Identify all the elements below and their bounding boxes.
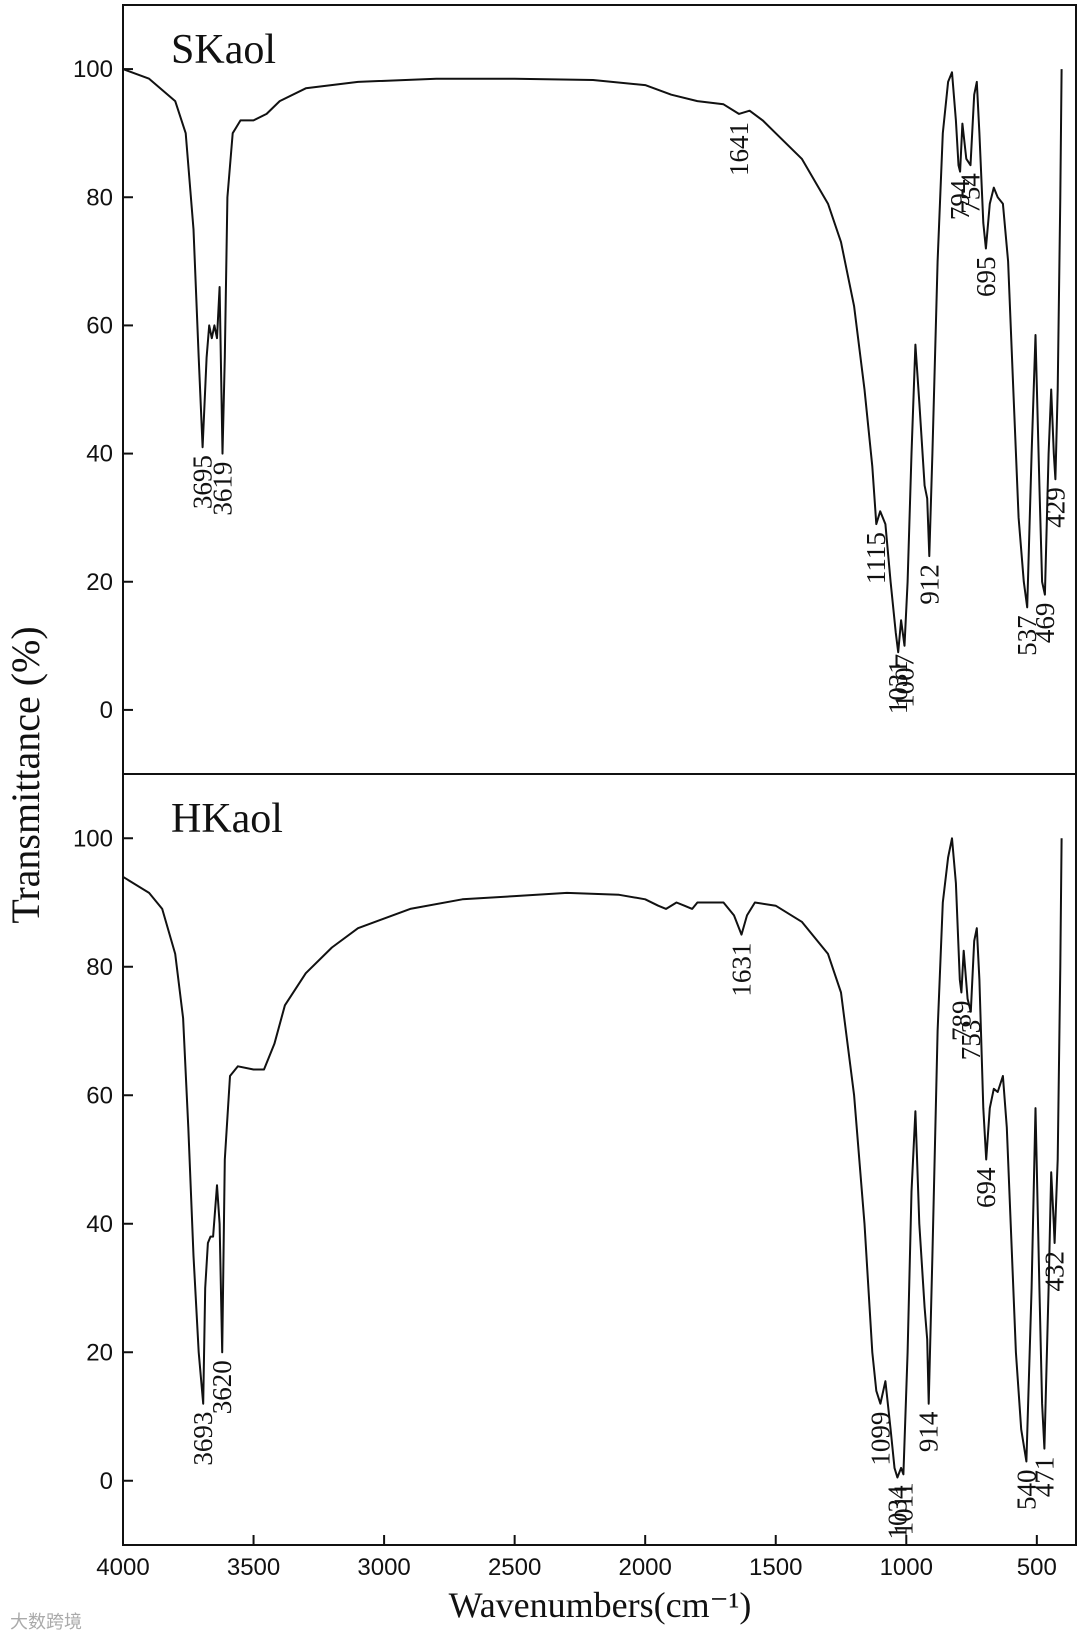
x-tick-label: 3000 <box>357 1554 410 1581</box>
peak-label: 1034 <box>882 1485 912 1540</box>
x-tick-label: 1000 <box>880 1554 933 1581</box>
x-tick-label: 1500 <box>749 1554 802 1581</box>
watermark: 大数跨境 <box>10 1612 82 1632</box>
peak-label: 3695 <box>188 455 218 509</box>
peak-label: 1007 <box>889 654 919 708</box>
peak-label: 789 <box>946 1000 976 1040</box>
x-tick-label: 3500 <box>227 1554 280 1581</box>
peak-label: 754 <box>956 173 986 214</box>
y-axis-label: Transmittance (%) <box>3 626 48 923</box>
peak-label: 1099 <box>865 1412 895 1466</box>
peak-label: 3693 <box>188 1412 218 1466</box>
peak-label: 1031 <box>883 660 913 714</box>
plot-frame <box>122 4 1077 775</box>
y-tick-label: 40 <box>86 1211 113 1238</box>
peak-label: 695 <box>971 257 1001 298</box>
peak-label: 914 <box>914 1411 944 1452</box>
peak-label: 3620 <box>207 1360 237 1414</box>
plot-frame <box>122 773 1077 1546</box>
x-tick-label: 4000 <box>96 1554 149 1581</box>
y-tick-label: 80 <box>86 184 113 211</box>
peak-label: 912 <box>914 564 944 605</box>
peak-label: 429 <box>1040 487 1070 528</box>
peak-label: 1115 <box>861 532 891 584</box>
peak-label: 1011 <box>888 1482 918 1535</box>
peak-label: 694 <box>971 1167 1001 1208</box>
y-tick-label: 60 <box>86 312 113 339</box>
spectrum-line <box>122 837 1063 1479</box>
panel-title: SKaol <box>171 27 276 73</box>
y-tick-label: 100 <box>73 56 113 83</box>
panel-title: HKaol <box>171 796 283 842</box>
y-tick-label: 0 <box>100 697 113 724</box>
peak-label: 432 <box>1040 1251 1070 1292</box>
x-axis-label: Wavenumbers(cm⁻¹) <box>449 1585 752 1625</box>
y-tick-label: 20 <box>86 569 113 596</box>
peak-label: 753 <box>956 1020 986 1061</box>
peak-label: 537 <box>1012 615 1042 656</box>
peak-label: 471 <box>1029 1457 1059 1498</box>
peak-label: 1631 <box>727 943 757 997</box>
spectrum-line <box>122 68 1063 654</box>
peak-label: 540 <box>1011 1469 1041 1510</box>
y-tick-label: 100 <box>73 825 113 852</box>
peak-label: 3619 <box>207 462 237 516</box>
x-tick-label: 500 <box>1017 1554 1057 1581</box>
peak-label: 794 <box>945 179 975 220</box>
peak-label: 469 <box>1030 603 1060 644</box>
y-tick-label: 20 <box>86 1339 113 1366</box>
y-tick-label: 40 <box>86 441 113 468</box>
x-tick-label: 2500 <box>488 1554 541 1581</box>
x-tick-label: 2000 <box>618 1554 671 1581</box>
y-tick-label: 60 <box>86 1082 113 1109</box>
peak-label: 1641 <box>724 122 754 176</box>
y-tick-label: 0 <box>100 1468 113 1495</box>
y-tick-label: 80 <box>86 954 113 981</box>
